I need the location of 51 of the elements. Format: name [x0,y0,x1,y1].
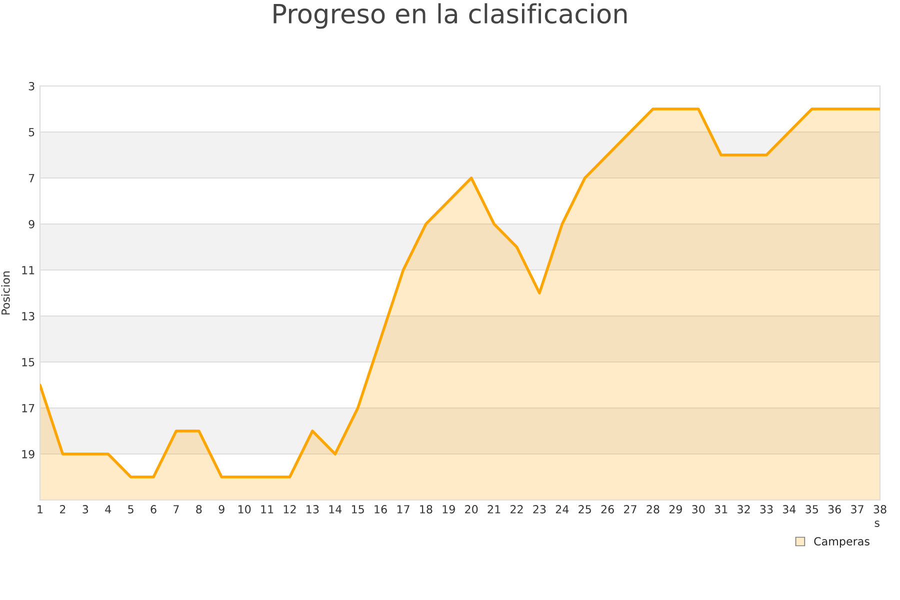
x-tick-label: 9 [218,505,224,514]
y-tick-label: 17 [22,404,34,412]
x-tick-label: 26 [601,505,614,514]
y-tick-label: 19 [22,450,34,458]
x-tick-label: 10 [238,505,251,514]
x-tick-label: 8 [196,505,202,514]
x-tick-label: 18 [420,505,432,514]
x-tick-label: 27 [624,505,636,514]
x-tick-label: 16 [374,505,387,514]
y-axis-title: Posicion [1,271,10,314]
x-tick-label: 38 [874,505,886,514]
y-tick-label: 9 [28,220,34,228]
x-tick-label: 15 [352,505,364,514]
x-tick-label: 24 [556,505,569,514]
legend-label: Camperas [814,537,870,548]
x-tick-label: 30 [692,505,705,514]
y-tick-label: 3 [28,82,34,90]
x-tick-label: 2 [60,505,66,514]
x-tick-label: 28 [646,505,660,514]
x-tick-label: 29 [669,505,682,514]
chart-title: Progreso en la clasificacion [274,3,627,29]
y-tick-label: 15 [22,358,34,366]
x-tick-label: 19 [442,505,455,514]
x-tick-label: 11 [261,505,274,514]
y-tick-label: 5 [28,128,34,136]
x-tick-label: 37 [851,505,864,514]
x-tick-label: 22 [510,505,523,514]
x-tick-label: 12 [284,505,296,514]
x-tick-label: 3 [82,505,88,514]
x-tick-label: 7 [174,505,179,514]
x-tick-label: 32 [738,505,750,514]
y-tick-label: 7 [28,174,34,182]
x-tick-label: 20 [465,505,478,514]
x-tick-label: 14 [329,505,342,514]
x-tick-label: 6 [150,505,156,514]
x-tick-label: 13 [306,505,319,514]
x-tick-label: 34 [782,505,796,514]
x-tick-label: 17 [397,505,410,514]
x-tick-label: 36 [828,505,841,514]
x-tick-label: 5 [128,505,134,514]
y-tick-label: 11 [22,266,34,274]
x-tick-label: 21 [488,505,500,514]
x-axis-title: s [874,520,880,527]
x-tick-label: 25 [578,505,591,514]
x-tick-label: 1 [38,505,43,514]
x-tick-label: 33 [760,505,773,514]
x-tick-label: 31 [714,505,728,514]
x-tick-label: 4 [105,505,112,514]
y-tick-label: 13 [22,312,34,320]
x-tick-label: 35 [806,505,818,514]
x-tick-label: 23 [533,505,546,514]
